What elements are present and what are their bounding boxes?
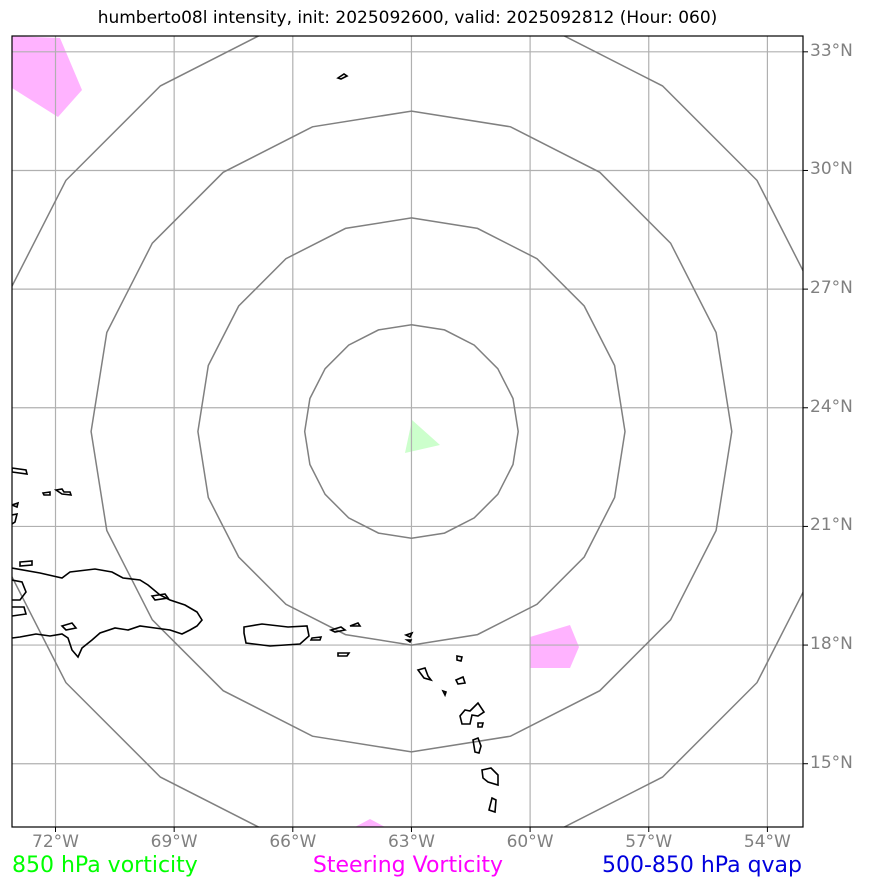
lat-tick-label: 21°N xyxy=(810,515,853,536)
caribbean-island-outline xyxy=(441,689,448,698)
steering-vorticity-area xyxy=(355,819,385,827)
cuba-coastline xyxy=(12,579,27,601)
map-background xyxy=(12,36,803,827)
dominica-coastline xyxy=(472,736,482,754)
bahamas-island-outline xyxy=(12,501,20,509)
chart-title: humberto08l intensity, init: 2025092600,… xyxy=(97,8,718,28)
lat-tick-label: 18°N xyxy=(810,634,853,655)
guadeloupe-coastline xyxy=(459,701,486,725)
steering-vorticity-area xyxy=(12,36,82,117)
range-rings xyxy=(12,36,803,827)
caribbean-island-outline xyxy=(150,593,170,601)
bahamas-island-outline xyxy=(53,488,73,496)
lon-tick-label: 60°W xyxy=(506,832,554,852)
caribbean-island-outline xyxy=(349,622,362,627)
steering-vorticity-area xyxy=(530,625,579,668)
caribbean-island-outline xyxy=(309,636,323,641)
bahamas-island-outline xyxy=(41,491,51,496)
lon-tick-label: 66°W xyxy=(269,832,317,852)
lon-tick-label: 54°W xyxy=(743,832,791,852)
bahamas-island-outline xyxy=(12,467,29,475)
lon-tick-label: 72°W xyxy=(32,832,79,852)
bermuda-coastline xyxy=(336,73,349,80)
lon-tick-label: 69°W xyxy=(150,832,198,852)
lat-tick-label: 27°N xyxy=(810,278,853,299)
caribbean-island-outline xyxy=(454,675,467,685)
gridlines xyxy=(12,36,803,827)
lat-tick-label: 24°N xyxy=(810,396,853,417)
range-ring xyxy=(90,110,733,753)
st-lucia-coastline xyxy=(488,796,497,814)
caribbean-island-outline xyxy=(477,722,485,728)
puerto-rico-coastline xyxy=(243,623,310,647)
hispaniola-coastline xyxy=(12,567,203,659)
map-border xyxy=(11,35,804,828)
lat-tick-label: 15°N xyxy=(810,752,853,773)
legend-steering-vorticity: Steering Vorticity xyxy=(312,853,504,878)
range-ring xyxy=(197,217,626,646)
legend-qvap: 500-850 hPa qvap xyxy=(601,853,802,878)
caribbean-island-outline xyxy=(416,667,434,682)
legend-850-vorticity: 850 hPa vorticity xyxy=(12,853,198,878)
caribbean-island-outline xyxy=(404,639,413,644)
martinique-coastline xyxy=(481,767,499,787)
caribbean-island-outline xyxy=(456,655,463,662)
caribbean-island-outline xyxy=(403,631,414,639)
lat-tick-label: 30°N xyxy=(810,159,853,180)
coastlines xyxy=(12,73,499,814)
caribbean-island-outline xyxy=(328,626,347,633)
caribbean-island-outline xyxy=(60,622,78,631)
range-ring xyxy=(12,36,803,827)
lon-tick-label: 63°W xyxy=(387,832,435,852)
lon-tick-label: 57°W xyxy=(625,832,673,852)
vorticity-850-area xyxy=(405,420,440,453)
caribbean-island-outline xyxy=(337,652,351,657)
bahamas-island-outline xyxy=(12,512,19,525)
cuba-coastline xyxy=(12,606,28,617)
axis-ticks xyxy=(55,51,808,832)
lat-tick-label: 33°N xyxy=(810,40,853,61)
range-ring xyxy=(303,323,519,540)
caribbean-island-outline xyxy=(19,560,33,567)
